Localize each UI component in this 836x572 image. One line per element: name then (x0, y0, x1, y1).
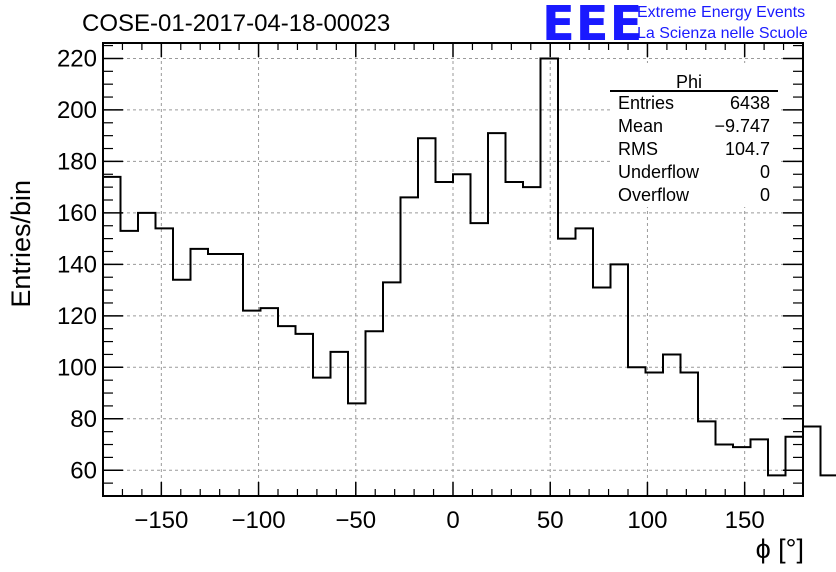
stats-value-overflow: 0 (759, 185, 770, 205)
x-tick-label: 100 (627, 507, 667, 534)
stats-box (610, 63, 778, 207)
y-tick-label: 200 (57, 97, 97, 124)
stats-value-rms: 104.7 (724, 139, 770, 159)
stats-title: Phi (676, 72, 703, 92)
y-tick-label: 60 (70, 457, 97, 484)
x-tick-labels: −150 −100 −50 0 50 100 150 (134, 507, 764, 534)
plot-frame (102, 42, 804, 497)
stats-label-entries: Entries (618, 93, 675, 113)
x-tick-label: 50 (537, 507, 564, 534)
logo-line-1: Extreme Energy Events (637, 4, 806, 21)
stats-value-underflow: 0 (759, 162, 770, 182)
y-tick-label: 140 (57, 251, 97, 278)
y-axis-label: Entries/bin (6, 180, 36, 308)
x-tick-label: 150 (725, 507, 765, 534)
y-tick-labels: 60 80 100 120 140 160 180 200 220 (57, 45, 97, 484)
y-tick-label: 100 (57, 354, 97, 381)
x-tick-label: −50 (335, 507, 376, 534)
grid-lines (103, 43, 803, 496)
x-tick-label: −150 (134, 507, 188, 534)
x-tick-label: −100 (232, 507, 286, 534)
stats-label-rms: RMS (618, 139, 658, 159)
logo-line-2: La Scienza nelle Scuole (637, 25, 808, 42)
y-tick-label: 80 (70, 406, 97, 433)
stats-label-mean: Mean (618, 116, 664, 136)
axis-ticks (102, 43, 804, 497)
stats-value-entries: 6438 (729, 93, 770, 113)
stats-label-overflow: Overflow (618, 185, 690, 205)
y-tick-label: 120 (57, 303, 97, 330)
plot-title: COSE-01-2017-04-18-00023 (82, 10, 391, 37)
histogram-step-line (103, 57, 836, 477)
x-axis-label: ϕ [°] (755, 534, 804, 564)
stats-label-underflow: Underflow (618, 162, 700, 182)
y-tick-label: 220 (57, 45, 97, 72)
eee-logo-mark: EEE (542, 0, 644, 52)
x-tick-label: 0 (446, 507, 459, 534)
y-tick-label: 180 (57, 148, 97, 175)
y-tick-label: 160 (57, 200, 97, 227)
stats-value-mean: −9.747 (714, 116, 770, 136)
